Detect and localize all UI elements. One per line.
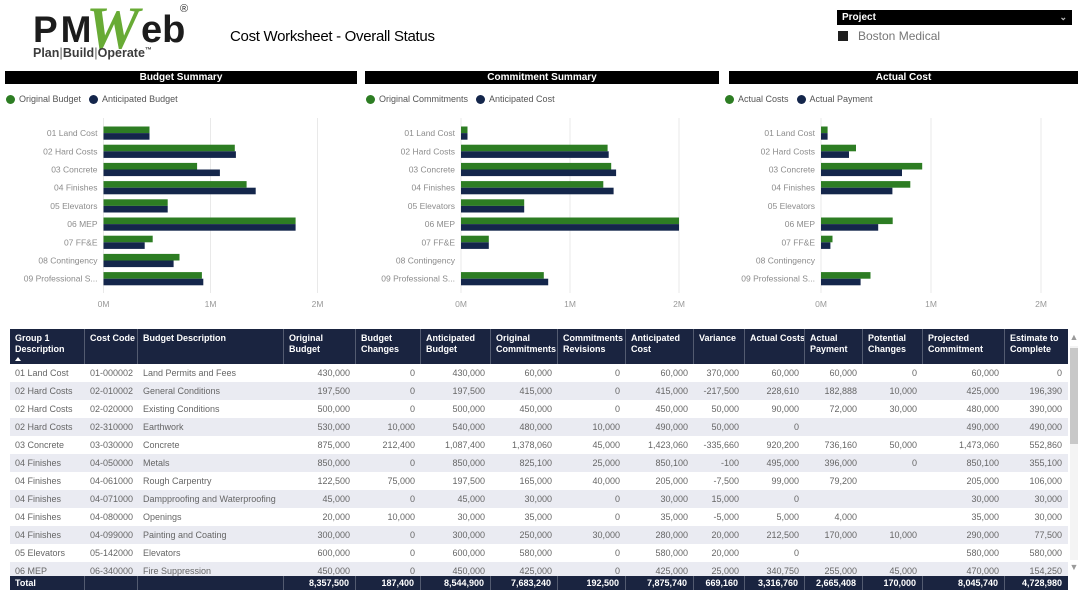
svg-text:08 Contingency: 08 Contingency (38, 256, 98, 266)
svg-text:09 Professional S...: 09 Professional S... (24, 274, 98, 284)
svg-text:02 Hard Costs: 02 Hard Costs (43, 146, 97, 156)
svg-text:03 Concrete: 03 Concrete (51, 165, 98, 175)
svg-text:03 Concrete: 03 Concrete (409, 165, 456, 175)
svg-text:0M: 0M (455, 299, 467, 309)
svg-text:06 MEP: 06 MEP (67, 219, 98, 229)
svg-text:2M: 2M (1035, 299, 1047, 309)
svg-text:04 Finishes: 04 Finishes (772, 183, 815, 193)
svg-text:1M: 1M (925, 299, 937, 309)
svg-text:01 Land Cost: 01 Land Cost (404, 128, 455, 138)
svg-text:06 MEP: 06 MEP (425, 219, 456, 229)
svg-text:04 Finishes: 04 Finishes (412, 183, 455, 193)
svg-text:2M: 2M (312, 299, 324, 309)
svg-text:03 Concrete: 03 Concrete (769, 165, 816, 175)
svg-text:02 Hard Costs: 02 Hard Costs (401, 146, 455, 156)
svg-text:05 Elevators: 05 Elevators (768, 201, 815, 211)
svg-text:05 Elevators: 05 Elevators (408, 201, 455, 211)
svg-text:04 Finishes: 04 Finishes (54, 183, 97, 193)
svg-text:02 Hard Costs: 02 Hard Costs (761, 146, 815, 156)
svg-text:09 Professional S...: 09 Professional S... (381, 274, 455, 284)
svg-text:01 Land Cost: 01 Land Cost (764, 128, 815, 138)
svg-text:01 Land Cost: 01 Land Cost (47, 128, 98, 138)
svg-text:07 FF&E: 07 FF&E (64, 237, 98, 247)
svg-text:07 FF&E: 07 FF&E (421, 237, 455, 247)
svg-text:08 Contingency: 08 Contingency (756, 256, 816, 266)
svg-text:2M: 2M (673, 299, 685, 309)
svg-text:1M: 1M (205, 299, 217, 309)
svg-text:1M: 1M (564, 299, 576, 309)
svg-text:06 MEP: 06 MEP (785, 219, 816, 229)
svg-text:09 Professional S...: 09 Professional S... (741, 274, 815, 284)
svg-text:05 Elevators: 05 Elevators (50, 201, 97, 211)
svg-text:0M: 0M (98, 299, 110, 309)
svg-text:0M: 0M (815, 299, 827, 309)
svg-text:07 FF&E: 07 FF&E (781, 237, 815, 247)
svg-text:08 Contingency: 08 Contingency (396, 256, 456, 266)
